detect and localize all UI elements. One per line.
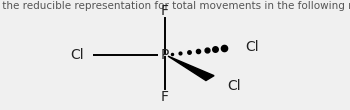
Text: P: P [160, 48, 169, 62]
Text: Cl: Cl [245, 40, 259, 54]
Text: F: F [161, 4, 168, 18]
Text: F: F [161, 90, 168, 104]
Polygon shape [168, 56, 214, 81]
Text: Cl: Cl [228, 79, 241, 93]
Text: 2. Create the reducible representation for total movements in the following mole: 2. Create the reducible representation f… [0, 1, 350, 11]
Text: Cl: Cl [70, 48, 84, 62]
